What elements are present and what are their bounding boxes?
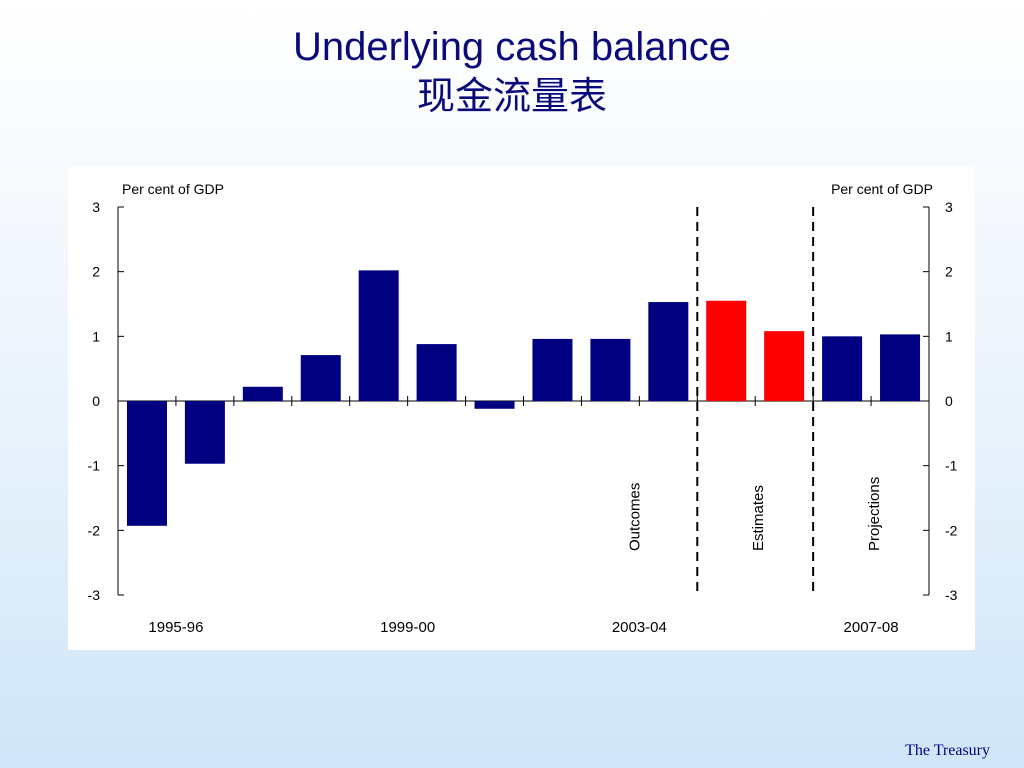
section-label-outcomes: Outcomes xyxy=(626,483,643,551)
section-label-projections: Projections xyxy=(866,477,883,551)
bar-2006-07 xyxy=(764,331,805,401)
slide-subtitle: 现金流量表 xyxy=(416,74,607,118)
y-tick-label-left: 1 xyxy=(92,328,100,344)
y-axis-label-left: Per cent of GDP xyxy=(122,181,224,197)
bar-1995-96 xyxy=(126,401,167,526)
bar-1997-98 xyxy=(242,386,283,401)
bar-2005-06 xyxy=(706,300,747,401)
y-axis-label-right: Per cent of GDP xyxy=(831,181,933,197)
bar-2000-01 xyxy=(416,344,457,401)
y-tick-label-right: -1 xyxy=(945,458,958,474)
y-tick-label-left: -3 xyxy=(88,587,101,603)
x-tick-label: 2007-08 xyxy=(844,619,899,636)
y-tick-label-right: -3 xyxy=(945,587,958,603)
bar-2007-08 xyxy=(822,336,863,401)
y-tick-label-left: 3 xyxy=(92,199,100,215)
x-tick-label: 1995-96 xyxy=(148,619,203,636)
bar-2001-02 xyxy=(474,401,515,409)
y-tick-label-left: 0 xyxy=(92,393,100,409)
x-tick-label: 2003-04 xyxy=(612,619,667,636)
cash-balance-chart: 3 3 2 2 1 1 0 0 -1 -1 -2 -2 -3 -3 Per cent of GDP Per c… xyxy=(88,181,958,636)
y-tick-label-left: -2 xyxy=(88,522,101,538)
section-label-estimates: Estimates xyxy=(750,485,767,551)
bar-2002-03 xyxy=(532,338,573,401)
bar-1998-99 xyxy=(300,355,341,401)
x-tick-label: 1999-00 xyxy=(380,619,435,636)
bar-1996-97 xyxy=(184,401,225,464)
bar-2004-05 xyxy=(648,302,689,401)
bar-2003-04 xyxy=(590,338,631,401)
y-tick-label-right: 1 xyxy=(945,328,953,344)
y-tick-label-right: -2 xyxy=(945,522,958,538)
bar-2008-09 xyxy=(880,334,921,401)
y-tick-label-right: 2 xyxy=(945,264,953,280)
slide-title: Underlying cash balance xyxy=(292,25,732,69)
chart-panel: 3 3 2 2 1 1 0 0 -1 -1 -2 -2 -3 -3 Per cent of GDP Per c… xyxy=(68,167,975,650)
footer-text: The Treasury xyxy=(905,742,990,759)
y-tick-label-right: 3 xyxy=(945,199,953,215)
bar-1999-00 xyxy=(358,270,399,401)
y-tick-label-left: -1 xyxy=(88,458,101,474)
y-tick-label-right: 0 xyxy=(945,393,953,409)
y-tick-label-left: 2 xyxy=(92,264,100,280)
